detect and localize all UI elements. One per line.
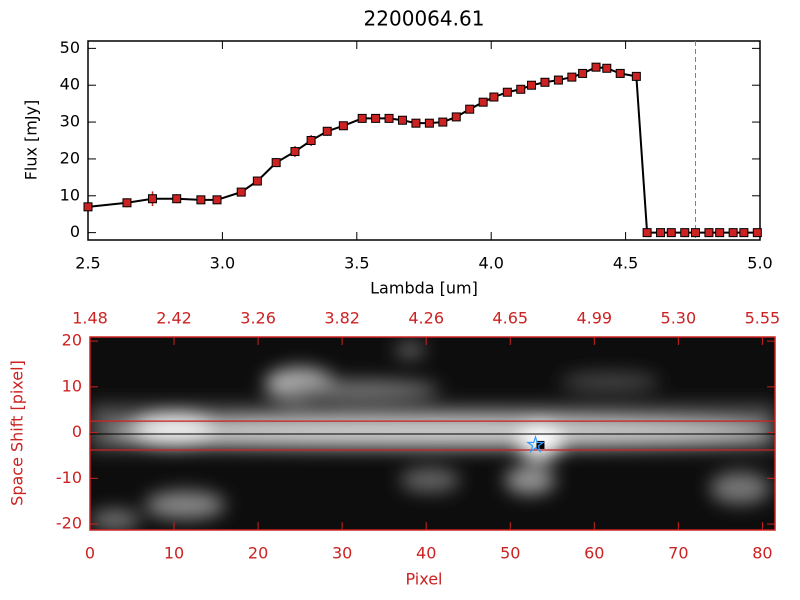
data-point xyxy=(306,136,316,145)
y-tick-label: 20 xyxy=(60,148,80,167)
data-point xyxy=(397,115,407,125)
data-point xyxy=(271,158,281,168)
x-tick-label: 60 xyxy=(584,544,604,563)
x2-tick-label: 3.82 xyxy=(324,309,360,328)
data-point xyxy=(615,68,625,78)
x2-tick-label: 4.26 xyxy=(408,309,444,328)
data-point xyxy=(451,112,461,122)
x2-tick-label: 4.99 xyxy=(576,309,612,328)
data-point xyxy=(338,121,348,131)
y-axis-label: Flux [mJy] xyxy=(22,100,41,181)
x-tick-label: 30 xyxy=(332,544,352,563)
y-tick-label: -10 xyxy=(56,468,82,487)
data-point xyxy=(438,117,448,127)
data-point xyxy=(172,194,182,204)
chart-title: 2200064.61 xyxy=(364,7,485,31)
data-point xyxy=(212,195,222,205)
x2-tick-label: 5.30 xyxy=(661,309,697,328)
data-point xyxy=(715,228,725,238)
data-point xyxy=(148,194,158,204)
x-tick-label: 4.5 xyxy=(613,254,638,273)
x-tick-label: 0 xyxy=(85,544,95,563)
data-point xyxy=(411,118,421,128)
x-tick-label: 10 xyxy=(164,544,184,563)
data-point xyxy=(728,228,738,238)
data-point xyxy=(540,77,550,87)
x2-tick-label: 3.26 xyxy=(240,309,276,328)
x-axis-label: Pixel xyxy=(405,570,442,589)
data-point xyxy=(591,62,601,72)
x2-tick-label: 4.65 xyxy=(492,309,528,328)
data-point xyxy=(516,84,526,94)
y-tick-label: 10 xyxy=(62,376,82,395)
x-tick-label: 70 xyxy=(668,544,688,563)
data-point xyxy=(384,113,394,123)
data-point xyxy=(465,104,475,114)
x-tick-label: 3.0 xyxy=(210,254,235,273)
data-point xyxy=(690,228,700,238)
data-point xyxy=(752,228,762,238)
data-point xyxy=(357,113,367,123)
data-point xyxy=(602,63,612,73)
x-axis-label: Lambda [um] xyxy=(370,279,478,298)
data-point xyxy=(666,228,676,238)
x-tick-label: 5.0 xyxy=(747,254,772,273)
x-tick-label: 4.0 xyxy=(478,254,503,273)
data-line xyxy=(87,66,758,234)
y-tick-label: 30 xyxy=(60,112,80,131)
source-marker xyxy=(525,434,545,454)
data-point xyxy=(553,75,563,85)
x2-tick-label: 2.42 xyxy=(156,309,192,328)
x2-tick-label: 5.55 xyxy=(745,309,781,328)
data-point xyxy=(290,147,300,157)
x-tick-label: 50 xyxy=(500,544,520,563)
data-point xyxy=(489,92,499,102)
plot-frame xyxy=(87,40,761,241)
data-point xyxy=(252,176,262,186)
y-tick-label: 50 xyxy=(60,38,80,57)
data-point xyxy=(631,71,641,81)
x2-tick-label: 1.48 xyxy=(72,309,108,328)
y-axis-label: Space Shift [pixel] xyxy=(8,360,27,506)
data-point xyxy=(527,80,537,90)
y-tick-label: 0 xyxy=(70,222,80,241)
data-point xyxy=(502,87,512,97)
x-tick-label: 3.5 xyxy=(344,254,369,273)
data-point xyxy=(642,228,652,238)
data-point xyxy=(371,113,381,123)
data-point xyxy=(122,198,132,208)
data-point xyxy=(680,228,690,238)
y-tick-label: -20 xyxy=(56,514,82,533)
data-point xyxy=(236,187,246,197)
y-tick-label: 10 xyxy=(60,185,80,204)
x-tick-label: 40 xyxy=(416,544,436,563)
x-tick-label: 20 xyxy=(248,544,268,563)
data-point xyxy=(567,72,577,82)
data-point xyxy=(704,228,714,238)
x-tick-label: 80 xyxy=(752,544,772,563)
y-tick-label: 20 xyxy=(62,331,82,350)
data-point xyxy=(83,202,93,212)
data-point xyxy=(322,126,332,136)
y-tick-label: 0 xyxy=(72,422,82,441)
x-tick-label: 2.5 xyxy=(75,254,100,273)
data-point xyxy=(739,228,749,238)
data-point xyxy=(478,97,488,107)
data-point xyxy=(196,195,206,205)
data-point xyxy=(578,68,588,78)
data-point xyxy=(424,118,434,128)
data-point xyxy=(656,228,666,238)
y-tick-label: 40 xyxy=(60,75,80,94)
